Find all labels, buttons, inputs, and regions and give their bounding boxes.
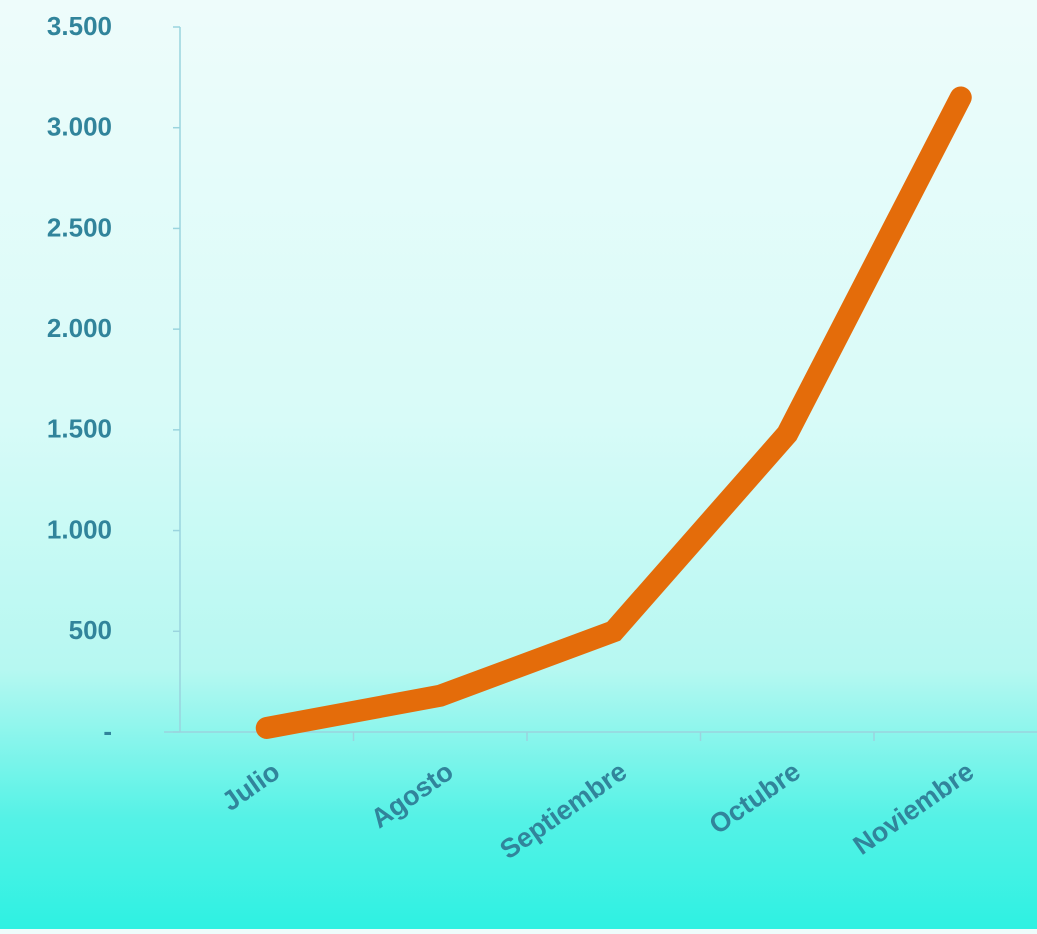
series-line <box>255 86 972 739</box>
x-tick-label: Agosto <box>365 756 458 834</box>
y-tick-label: 3.500 <box>47 11 112 41</box>
data-point <box>265 726 268 729</box>
y-tick-label: 1.000 <box>47 514 112 544</box>
x-tick-label: Noviembre <box>848 756 980 861</box>
data-point <box>959 96 962 99</box>
x-tick-label: Octubre <box>704 756 806 840</box>
data-point <box>786 432 789 435</box>
y-tick-label: 3.000 <box>47 112 112 142</box>
axes <box>164 27 1037 733</box>
series <box>255 86 972 739</box>
y-tick-label: 500 <box>69 615 112 645</box>
y-axis-ticks: - 500 1.000 1.500 2.000 2.500 3.000 3.500 <box>47 11 180 746</box>
y-tick-label: 1.500 <box>47 414 112 444</box>
x-tick-label: Julio <box>216 756 285 817</box>
x-tick-label: Septiembre <box>495 756 633 865</box>
x-axis-ticks: Julio Agosto Septiembre Octubre Noviembre <box>216 732 979 865</box>
data-point <box>612 630 615 633</box>
y-tick-label: 2.000 <box>47 313 112 343</box>
y-tick-label: 2.500 <box>47 212 112 242</box>
data-point <box>439 694 442 697</box>
y-tick-label: - <box>103 716 112 746</box>
